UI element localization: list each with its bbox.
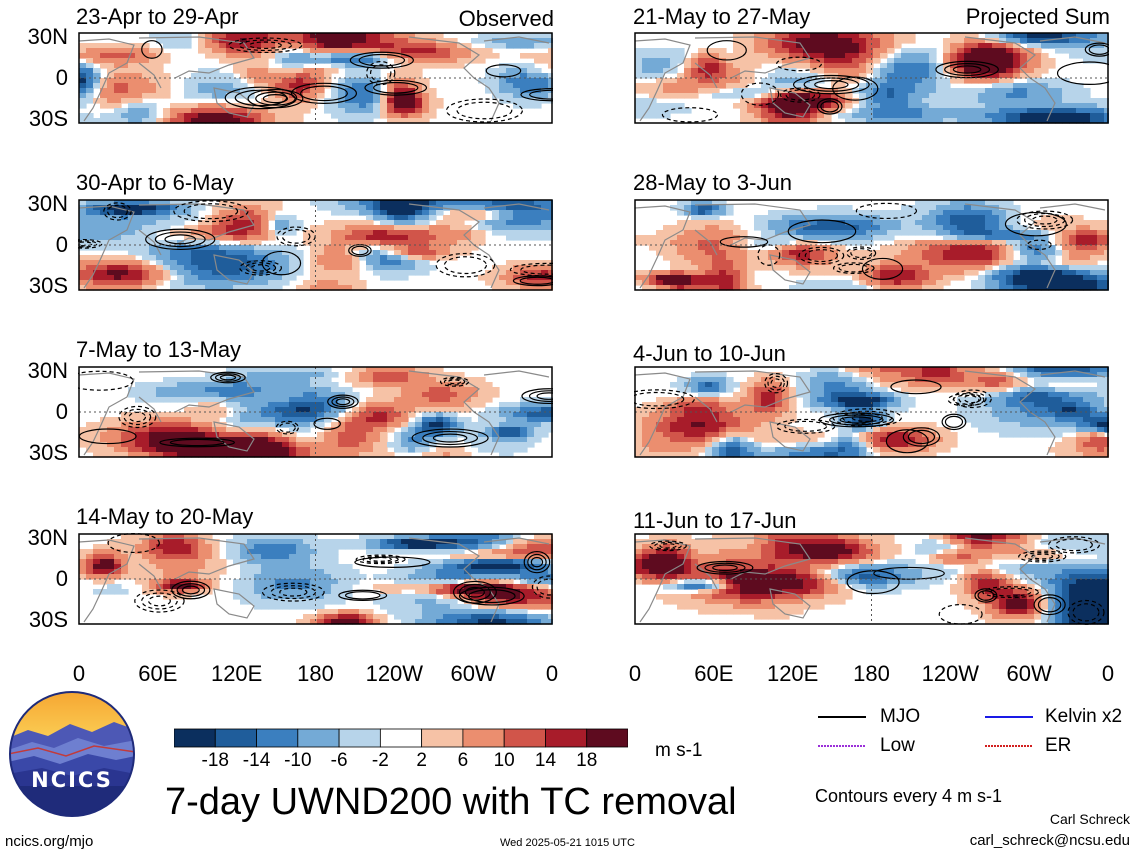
panel-6-title: 28-May to 3-Jun <box>633 170 792 195</box>
panel-5-title: 21-May to 27-May <box>633 4 811 29</box>
legend-er-label: ER <box>1045 735 1072 756</box>
legend-kelvin-line <box>985 707 1033 727</box>
panel-1-title: 23-Apr to 29-Apr <box>76 4 239 29</box>
panel-7-title: 4-Jun to 10-Jun <box>633 341 786 366</box>
colorbar-swatch <box>545 728 588 748</box>
y-tick-label: 30S <box>28 273 68 298</box>
map-panel-8 <box>634 533 1109 625</box>
colorbar-tick-label: -10 <box>284 750 312 771</box>
y-tick-label: 30N <box>27 525 68 550</box>
x-tick-label: 0 <box>72 661 86 686</box>
website-link[interactable]: ncics.org/mjo <box>5 833 94 850</box>
colorbar <box>174 728 628 748</box>
colorbar-swatch <box>338 728 381 748</box>
legend-low-label: Low <box>880 735 915 756</box>
y-tick-label: 0 <box>55 566 68 591</box>
map-panel-3 <box>78 366 553 458</box>
colorbar-tick-label: 2 <box>416 750 427 771</box>
colorbar-tick-label: -2 <box>371 750 389 771</box>
x-tick-label: 0 <box>545 661 559 686</box>
legend-mjo-label: MJO <box>880 706 921 727</box>
legend-mjo-line <box>818 707 866 727</box>
x-tick-label: 120W <box>365 661 424 686</box>
ncics-logo: NCICS <box>8 690 136 818</box>
x-tick-label: 120E <box>766 661 819 686</box>
main-title: 7-day UWND200 with TC removal <box>165 781 737 823</box>
x-tick-label: 120E <box>210 661 263 686</box>
colorbar-swatch <box>462 728 505 748</box>
y-tick-label: 0 <box>55 399 68 424</box>
map-panel-6 <box>634 199 1109 291</box>
x-tick-label: 0 <box>1101 661 1115 686</box>
map-panel-7 <box>634 366 1109 458</box>
colorbar-swatch <box>586 728 628 748</box>
colorbar-units: m s-1 <box>655 740 703 761</box>
logo-text: NCICS <box>31 768 113 792</box>
map-panel-4 <box>78 533 553 625</box>
x-tick-label: 180 <box>853 661 890 686</box>
legend-kelvin-label: Kelvin x2 <box>1045 706 1123 727</box>
x-tick-label: 60E <box>694 661 734 686</box>
y-tick-label: 30S <box>28 440 68 465</box>
colorbar-swatch <box>503 728 546 748</box>
colorbar-tick-label: -18 <box>201 750 229 771</box>
y-tick-label: 30S <box>28 607 68 632</box>
y-tick-label: 30S <box>28 106 68 131</box>
colorbar-swatch <box>174 728 216 748</box>
y-tick-label: 0 <box>55 232 68 257</box>
panel-1-label: Observed <box>458 6 554 31</box>
panel-4-title: 14-May to 20-May <box>76 504 254 529</box>
panel-8-title: 11-Jun to 17-Jun <box>633 508 797 533</box>
y-tick-label: 30N <box>27 191 68 216</box>
y-tick-label: 30N <box>27 358 68 383</box>
colorbar-tick-label: 14 <box>534 750 557 771</box>
map-panel-2 <box>78 199 553 291</box>
contours-note: Contours every 4 m s-1 <box>815 786 1003 806</box>
timestamp: Wed 2025-05-21 1015 UTC <box>500 837 635 849</box>
colorbar-tick-label: -6 <box>330 750 348 771</box>
x-tick-label: 0 <box>628 661 642 686</box>
author-credit: Carl Schreck <box>1049 811 1130 827</box>
map-panel-5 <box>634 32 1109 124</box>
colorbar-swatch <box>297 728 340 748</box>
legend-er-line <box>985 736 1033 756</box>
colorbar-swatch <box>379 728 423 748</box>
x-tick-label: 60W <box>1006 661 1052 686</box>
x-tick-label: 180 <box>297 661 334 686</box>
colorbar-swatch <box>214 728 257 748</box>
colorbar-tick-label: 6 <box>457 750 469 771</box>
panel-5-label: Projected Sum <box>965 4 1110 29</box>
legend-low-line <box>818 736 866 756</box>
colorbar-tick-label: -14 <box>242 750 271 771</box>
y-tick-label: 30N <box>27 24 68 49</box>
panel-3-title: 7-May to 13-May <box>76 337 242 362</box>
colorbar-tick-label: 18 <box>576 750 598 771</box>
colorbar-swatch <box>421 728 464 748</box>
map-panel-1 <box>78 32 553 124</box>
colorbar-swatch <box>256 728 299 748</box>
colorbar-tick-label: 10 <box>493 750 515 771</box>
x-tick-label: 60W <box>450 661 496 686</box>
author-email[interactable]: carl_schreck@ncsu.edu <box>969 832 1130 849</box>
x-tick-label: 60E <box>138 661 178 686</box>
panel-2-title: 30-Apr to 6-May <box>76 170 234 195</box>
x-tick-label: 120W <box>921 661 980 686</box>
y-tick-label: 0 <box>55 65 68 90</box>
